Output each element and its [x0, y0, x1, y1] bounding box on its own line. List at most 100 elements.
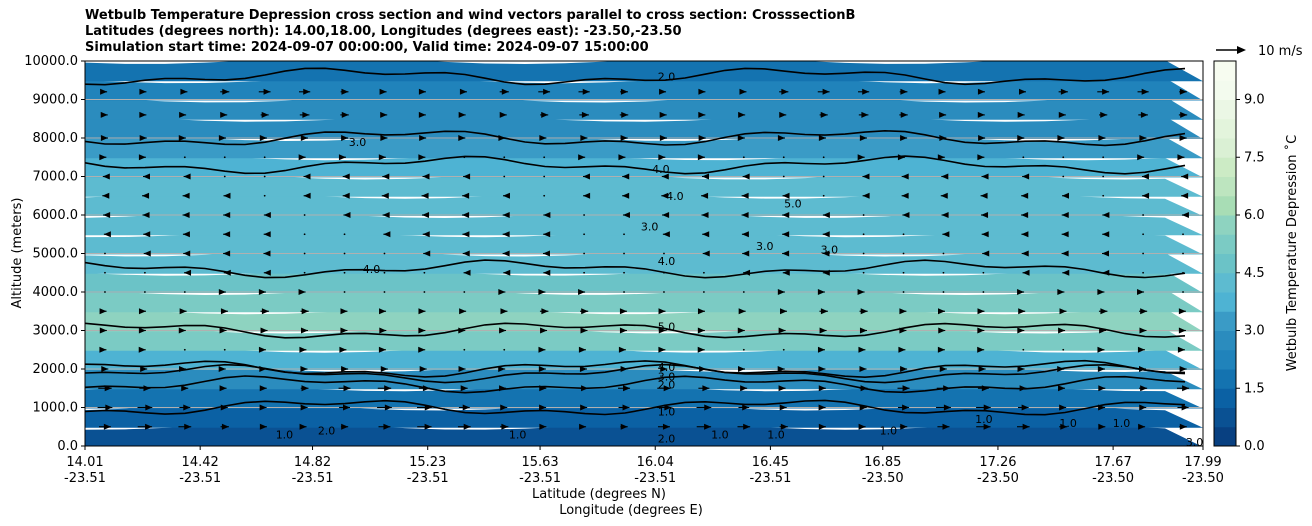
wind-vector: [417, 404, 432, 411]
wind-vector: [1057, 289, 1065, 295]
wind-vector: [179, 111, 187, 118]
wind-vector: [942, 231, 950, 238]
wind-vector: [539, 308, 549, 315]
wind-vector: [818, 385, 826, 392]
wind-vector: [663, 271, 665, 274]
wind-vector: [698, 385, 710, 392]
wind-vector: [462, 250, 470, 257]
wind-vector: [1057, 135, 1065, 141]
wind-vector: [583, 271, 586, 274]
wind-vector: [183, 173, 191, 180]
wind-vector: [259, 135, 267, 141]
wind-vector: [538, 289, 546, 295]
contour-band: [85, 61, 1203, 82]
wind-vector: [580, 135, 588, 141]
wind-vector: [498, 366, 506, 372]
wind-vector: [698, 135, 706, 141]
contour-band: [85, 269, 1203, 293]
colorbar-segment: [1214, 292, 1236, 312]
wind-vector: [659, 135, 667, 141]
wind-vector: [137, 423, 153, 430]
wind-vector: [583, 233, 586, 236]
wind-vector: [1142, 192, 1150, 199]
y-tick-label: 0.0: [57, 439, 78, 454]
wind-vector: [498, 289, 506, 295]
wind-vector: [777, 135, 785, 141]
wind-vector: [741, 192, 749, 199]
contour-line-layer: [85, 67, 1186, 416]
wind-vector: [542, 250, 550, 257]
wind-vector: [977, 88, 985, 95]
wind-vector: [623, 252, 625, 255]
wind-vector: [139, 111, 147, 118]
wind-vector: [697, 346, 705, 353]
wind-vector: [659, 111, 667, 118]
contour-label: 1.0: [975, 413, 993, 426]
wind-vector: [1139, 308, 1148, 315]
wind-vector: [138, 308, 146, 315]
contour-band: [85, 96, 1203, 120]
wind-vector: [622, 192, 630, 199]
contour-line: [85, 129, 1186, 147]
wind-vector: [218, 289, 226, 295]
wind-vector: [977, 111, 985, 118]
contour-line: [85, 359, 1186, 379]
contour-label: 1.0: [658, 405, 676, 418]
wind-vector: [702, 231, 710, 238]
wind-vector: [658, 346, 666, 353]
wind-vector: [139, 135, 147, 141]
contour-band: [85, 212, 1203, 236]
wind-vector: [1102, 212, 1110, 218]
wind-vector: [696, 423, 712, 430]
wind-vector: [1137, 289, 1145, 295]
colorbar-segment: [1214, 195, 1236, 216]
wind-vector: [981, 231, 989, 238]
wind-vector: [378, 423, 391, 430]
wind-vector: [1142, 233, 1145, 236]
wind-vector: [1178, 308, 1186, 315]
wind-vector: [778, 327, 786, 334]
wind-vector: [978, 135, 986, 141]
wind-vector: [1099, 111, 1108, 118]
wind-vector: [99, 423, 111, 430]
wind-vector: [338, 154, 346, 161]
wind-vector: [858, 423, 866, 430]
wind-vector: [1098, 404, 1106, 411]
wind-vector: [579, 423, 587, 430]
wind-vector: [1181, 192, 1189, 199]
wind-vector: [822, 175, 825, 178]
wind-vector: [380, 111, 388, 118]
wind-vector: [103, 212, 111, 218]
wind-vector: [620, 423, 628, 430]
wind-vector: [583, 192, 591, 199]
wind-vector: [223, 348, 226, 351]
contour-label-layer: 2.03.04.04.05.03.03.0 3.04.04.05.04.03.02…: [276, 70, 1204, 449]
x-tick-label-lon: -23.51: [64, 471, 106, 486]
wind-vector: [1179, 366, 1187, 372]
wind-vector: [822, 269, 830, 276]
wind-vector: [260, 111, 269, 118]
wind-vector: [298, 88, 311, 95]
contour-label: 3.0: [641, 221, 659, 234]
contour-band: [85, 404, 1203, 428]
wind-vector: [859, 366, 867, 372]
wind-vector: [1139, 135, 1147, 141]
wind-vector: [857, 154, 865, 161]
wind-vector: [939, 366, 947, 372]
wind-vector: [902, 291, 905, 293]
wind-vector: [1061, 231, 1069, 238]
x-tick-label-lon: -23.50: [1092, 471, 1134, 486]
colorbar-tick-label: 0.0: [1244, 439, 1265, 454]
wind-vector: [379, 308, 387, 315]
wind-vector: [419, 366, 427, 372]
x-tick-label-lat: 17.26: [979, 455, 1016, 470]
wind-vector: [503, 269, 511, 276]
wind-vector: [298, 154, 306, 161]
wind-vector: [340, 308, 348, 315]
wind-vector: [462, 212, 470, 218]
contour-band: [85, 77, 1203, 101]
wind-vector: [339, 346, 347, 353]
wind-vector: [99, 154, 107, 161]
contour-line: [85, 259, 1186, 279]
